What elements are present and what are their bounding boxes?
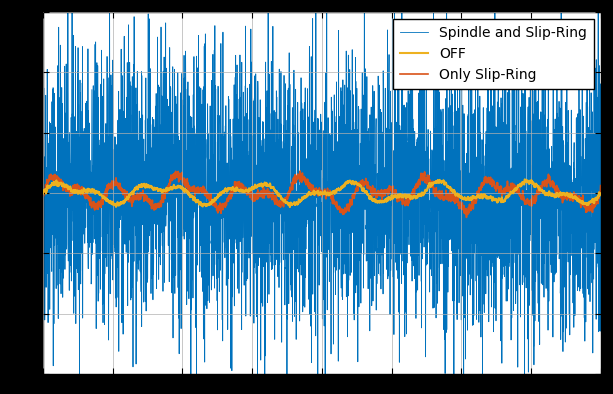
Only Slip-Ring xyxy=(444,195,452,200)
Line: Spindle and Slip-Ring: Spindle and Slip-Ring xyxy=(43,0,601,394)
Only Slip-Ring xyxy=(273,202,281,206)
Only Slip-Ring xyxy=(580,202,587,207)
Spindle and Slip-Ring xyxy=(39,158,47,162)
Legend: Spindle and Slip-Ring, OFF, Only Slip-Ring: Spindle and Slip-Ring, OFF, Only Slip-Ri… xyxy=(393,19,594,89)
OFF xyxy=(444,185,452,190)
Only Slip-Ring xyxy=(463,215,470,220)
Spindle and Slip-Ring xyxy=(304,215,311,219)
Only Slip-Ring xyxy=(597,183,604,188)
Only Slip-Ring xyxy=(278,200,285,205)
OFF xyxy=(304,192,311,197)
Line: Only Slip-Ring: Only Slip-Ring xyxy=(43,171,601,217)
OFF xyxy=(278,196,285,201)
OFF xyxy=(39,191,47,196)
OFF xyxy=(597,191,604,196)
Spindle and Slip-Ring xyxy=(597,167,604,171)
Spindle and Slip-Ring xyxy=(444,264,452,269)
Only Slip-Ring xyxy=(304,184,311,189)
Only Slip-Ring xyxy=(39,193,47,198)
OFF xyxy=(286,205,294,210)
Spindle and Slip-Ring xyxy=(278,139,286,144)
Only Slip-Ring xyxy=(297,169,304,173)
Only Slip-Ring xyxy=(552,188,560,193)
Line: OFF: OFF xyxy=(43,179,601,207)
Spindle and Slip-Ring xyxy=(580,295,587,299)
Spindle and Slip-Ring xyxy=(552,201,560,206)
OFF xyxy=(521,177,528,182)
Spindle and Slip-Ring xyxy=(273,197,281,202)
OFF xyxy=(552,195,560,199)
OFF xyxy=(580,201,587,205)
OFF xyxy=(273,191,281,195)
